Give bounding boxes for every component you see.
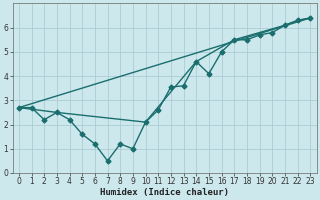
X-axis label: Humidex (Indice chaleur): Humidex (Indice chaleur) (100, 188, 229, 197)
